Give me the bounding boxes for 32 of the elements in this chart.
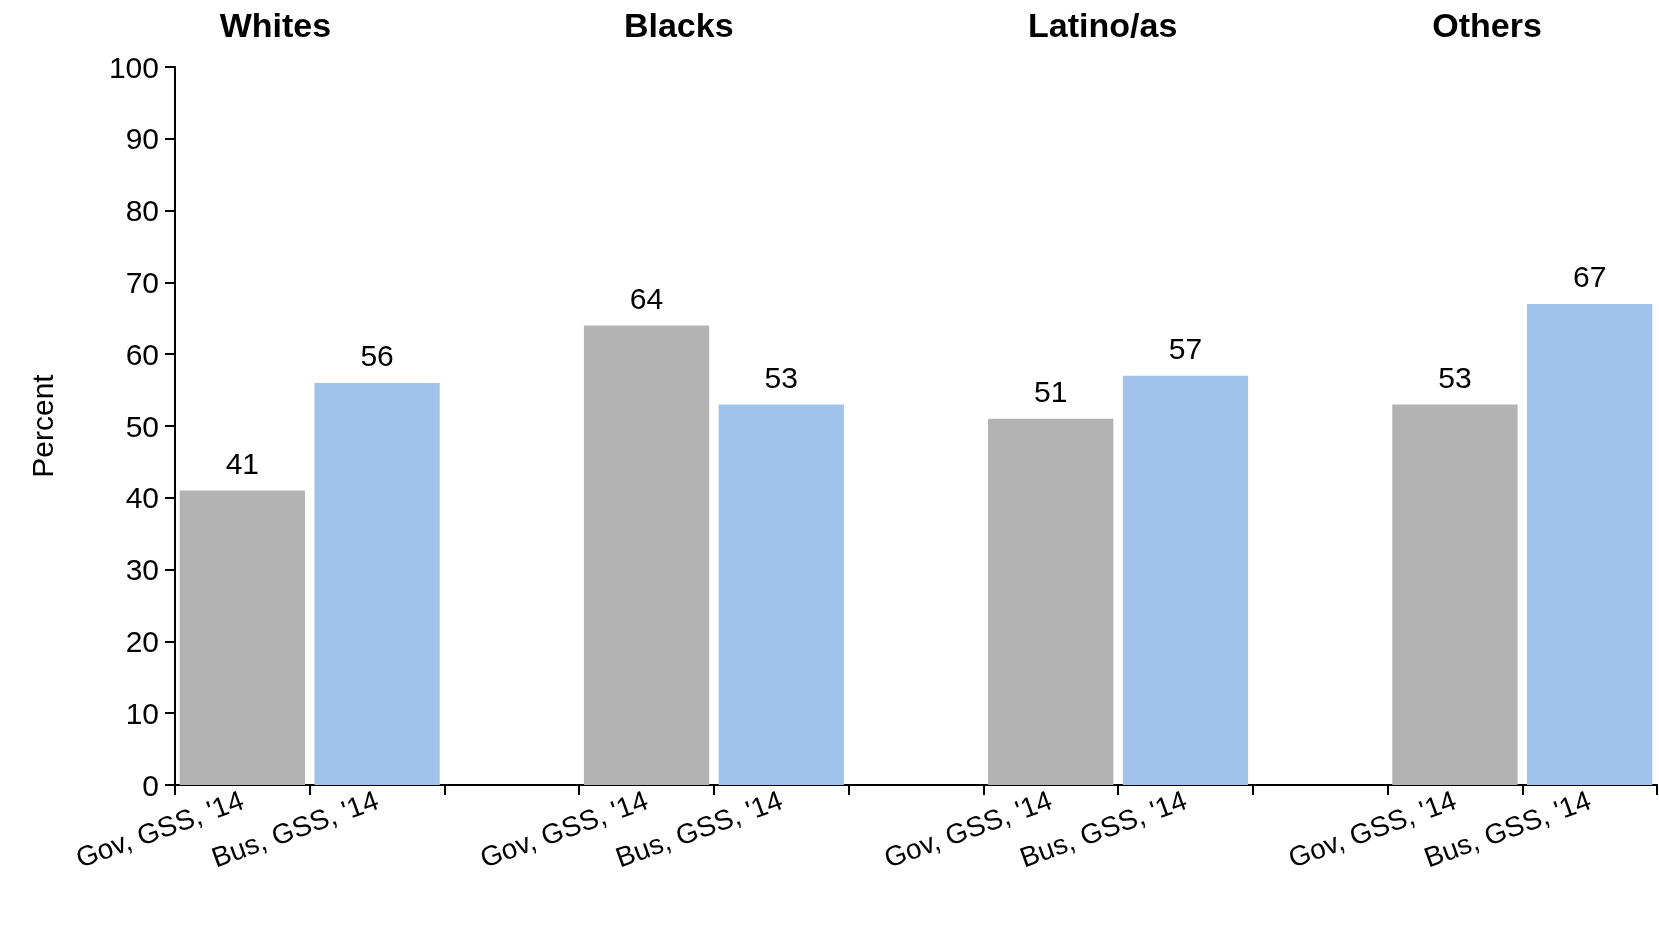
bar bbox=[314, 382, 440, 785]
y-tick-label: 50 bbox=[125, 409, 159, 443]
data-label: 53 bbox=[1438, 360, 1472, 394]
text: Latino/as bbox=[1028, 6, 1178, 44]
y-tick-label: 60 bbox=[125, 337, 159, 371]
y-tick-label: 70 bbox=[125, 265, 159, 299]
y-axis-title: Percent bbox=[25, 373, 59, 478]
data-label: 67 bbox=[1572, 260, 1607, 294]
data-label: 56 bbox=[360, 339, 394, 373]
y-tick-label: 40 bbox=[125, 481, 159, 515]
data-label: 51 bbox=[1034, 375, 1068, 409]
y-tick-label: 90 bbox=[125, 122, 159, 156]
bar bbox=[718, 404, 844, 785]
bar bbox=[583, 325, 710, 785]
y-tick-label: 20 bbox=[125, 624, 159, 658]
data-label: 41 bbox=[225, 447, 260, 481]
text: Others bbox=[1432, 6, 1542, 44]
data-label: 64 bbox=[629, 281, 664, 315]
bar bbox=[1526, 303, 1653, 785]
data-label: 57 bbox=[1168, 332, 1203, 366]
y-tick-label: 100 bbox=[108, 50, 159, 84]
bar bbox=[1392, 404, 1518, 785]
text: Whites bbox=[219, 6, 332, 44]
y-tick-label: 80 bbox=[125, 194, 159, 228]
y-tick-label: 0 bbox=[142, 768, 159, 802]
bar bbox=[988, 418, 1114, 785]
y-tick-label: 30 bbox=[125, 553, 159, 587]
bar bbox=[179, 490, 306, 785]
text: Blacks bbox=[623, 6, 734, 44]
y-tick-label: 10 bbox=[125, 696, 159, 730]
data-label: 53 bbox=[764, 360, 798, 394]
bar bbox=[1122, 375, 1249, 785]
